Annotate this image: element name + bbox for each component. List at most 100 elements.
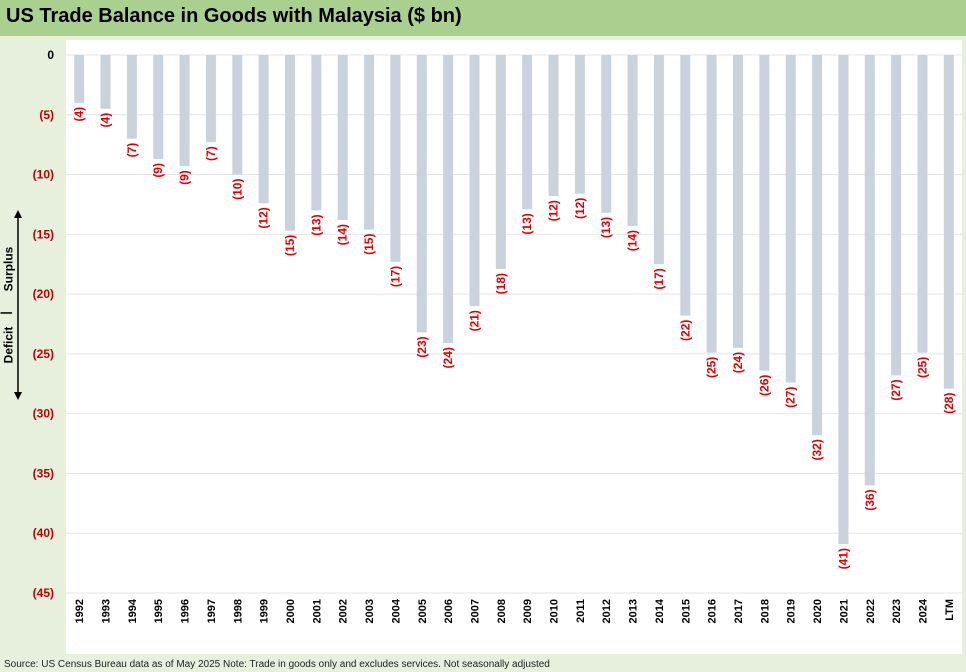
- x-tick-label: 1998: [232, 599, 244, 623]
- x-tick-label: 1996: [180, 599, 192, 623]
- data-label: (9): [178, 170, 192, 185]
- data-label: (14): [626, 230, 640, 251]
- data-label: (21): [467, 310, 481, 331]
- x-tick-label: 1999: [259, 599, 271, 623]
- data-label: (12): [547, 200, 561, 221]
- y-tick-label: (25): [33, 347, 54, 361]
- x-tick-label: 2011: [575, 599, 587, 623]
- x-tick-label: 2020: [812, 599, 824, 623]
- bar: [443, 55, 454, 344]
- bar: [364, 55, 375, 230]
- bar: [469, 55, 480, 307]
- data-label: (23): [415, 336, 429, 357]
- data-label: (27): [889, 379, 903, 400]
- x-tick-label: 2003: [364, 599, 376, 623]
- data-label: (7): [204, 146, 218, 161]
- deficit-label: Deficit: [1, 326, 16, 364]
- x-tick-label: 2016: [707, 599, 719, 623]
- data-label: (26): [757, 375, 771, 396]
- data-label: (15): [362, 234, 376, 255]
- bar: [285, 55, 295, 231]
- x-tick-label: 1993: [101, 599, 113, 623]
- x-tick-label: 2007: [469, 599, 481, 623]
- bar: [733, 55, 743, 348]
- x-tick-label: 1992: [74, 599, 86, 623]
- data-label: (28): [942, 393, 956, 414]
- data-label: (15): [283, 235, 297, 256]
- x-tick-label: LTM: [944, 599, 956, 621]
- bar: [153, 55, 164, 160]
- bar: [943, 55, 954, 389]
- data-label: (13): [599, 217, 613, 238]
- data-label: (32): [810, 439, 824, 460]
- bar: [522, 55, 533, 210]
- data-label: (17): [388, 266, 402, 287]
- bar: [495, 55, 506, 270]
- x-tick-label: 2021: [838, 599, 850, 623]
- y-tick-label: (20): [33, 287, 54, 301]
- x-tick-label: 2017: [733, 599, 745, 623]
- y-tick-label: (45): [33, 586, 54, 600]
- x-tick-label: 2006: [443, 599, 455, 623]
- bar: [812, 55, 823, 436]
- bar: [759, 55, 770, 371]
- bar: [337, 55, 348, 220]
- y-tick-label: (40): [33, 526, 54, 540]
- data-label: (25): [705, 357, 719, 378]
- data-label: (10): [230, 179, 244, 200]
- data-label: (12): [573, 198, 587, 219]
- bar: [891, 55, 902, 376]
- x-tick-label: 2014: [654, 598, 666, 623]
- x-tick-label: 2001: [311, 599, 323, 623]
- data-label: (27): [784, 387, 798, 408]
- y-tick-label: (35): [33, 466, 54, 480]
- x-tick-label: 2009: [522, 599, 534, 623]
- bar: [653, 55, 664, 265]
- y-tick-label: (15): [33, 227, 54, 241]
- x-tick-label: 2008: [496, 599, 508, 623]
- y-tick-label: (10): [33, 168, 54, 182]
- bar: [416, 55, 427, 333]
- x-tick-label: 2002: [338, 599, 350, 623]
- data-label: (4): [99, 113, 113, 128]
- x-tick-label: 2004: [390, 598, 402, 623]
- x-tick-label: 2018: [759, 599, 771, 623]
- x-tick-label: 2023: [891, 599, 903, 623]
- data-label: (17): [652, 268, 666, 289]
- x-tick-label: 2019: [786, 599, 798, 623]
- x-tick-label: 2010: [549, 599, 561, 623]
- x-tick-label: 2022: [865, 599, 877, 623]
- x-tick-label: 1995: [153, 599, 165, 623]
- surplus-deficit-indicator: Surplus | Deficit: [0, 210, 36, 400]
- x-tick-label: 2015: [680, 599, 692, 623]
- bar: [574, 55, 585, 194]
- x-tick-label: 1994: [127, 598, 139, 623]
- bar: [680, 55, 691, 316]
- bar: [785, 55, 796, 383]
- x-tick-label: 2024: [917, 598, 929, 623]
- data-label: (14): [336, 224, 350, 245]
- bar: [917, 55, 928, 353]
- data-label: (4): [72, 107, 86, 122]
- y-tick-label: (5): [39, 108, 54, 122]
- data-label: (9): [151, 163, 165, 178]
- divider-label: |: [0, 311, 13, 315]
- arrow-icon: [14, 210, 22, 400]
- bar: [74, 55, 85, 103]
- x-tick-label: 1997: [206, 599, 218, 623]
- bar: [232, 55, 243, 175]
- data-label: (13): [520, 213, 534, 234]
- bar: [205, 55, 216, 143]
- data-label: (12): [257, 207, 271, 228]
- bar: [179, 55, 190, 167]
- data-label: (13): [309, 214, 323, 235]
- data-label: (25): [915, 357, 929, 378]
- y-tick-label: (30): [33, 407, 54, 421]
- surplus-label: Surplus: [1, 246, 16, 292]
- x-tick-label: 2000: [285, 599, 297, 623]
- data-label: (24): [731, 352, 745, 373]
- bar: [706, 55, 717, 353]
- bar: [627, 55, 638, 226]
- x-tick-label: 2012: [601, 599, 613, 623]
